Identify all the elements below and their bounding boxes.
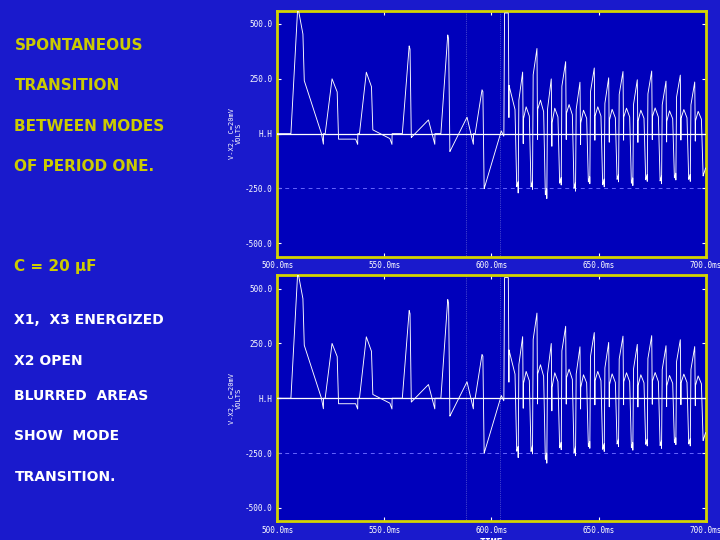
- Text: TRANSITION: TRANSITION: [14, 78, 120, 93]
- Text: X1,  X3 ENERGIZED: X1, X3 ENERGIZED: [14, 313, 164, 327]
- Y-axis label: V-X2, C=20mV
VOLTS: V-X2, C=20mV VOLTS: [229, 373, 242, 424]
- Text: BLURRED  AREAS: BLURRED AREAS: [14, 389, 148, 403]
- Text: SHOW  MODE: SHOW MODE: [14, 429, 120, 443]
- Text: SPONTANEOUS: SPONTANEOUS: [14, 38, 143, 53]
- Text: X2 OPEN: X2 OPEN: [14, 354, 83, 368]
- Text: TRANSITION.: TRANSITION.: [14, 470, 116, 484]
- Text: BETWEEN MODES: BETWEEN MODES: [14, 119, 165, 134]
- Text: OF PERIOD ONE.: OF PERIOD ONE.: [14, 159, 155, 174]
- X-axis label: TIME: TIME: [480, 538, 503, 540]
- Y-axis label: V-X2, C=20mV
VOLTS: V-X2, C=20mV VOLTS: [229, 108, 242, 159]
- Text: C = 20 μF: C = 20 μF: [14, 259, 97, 274]
